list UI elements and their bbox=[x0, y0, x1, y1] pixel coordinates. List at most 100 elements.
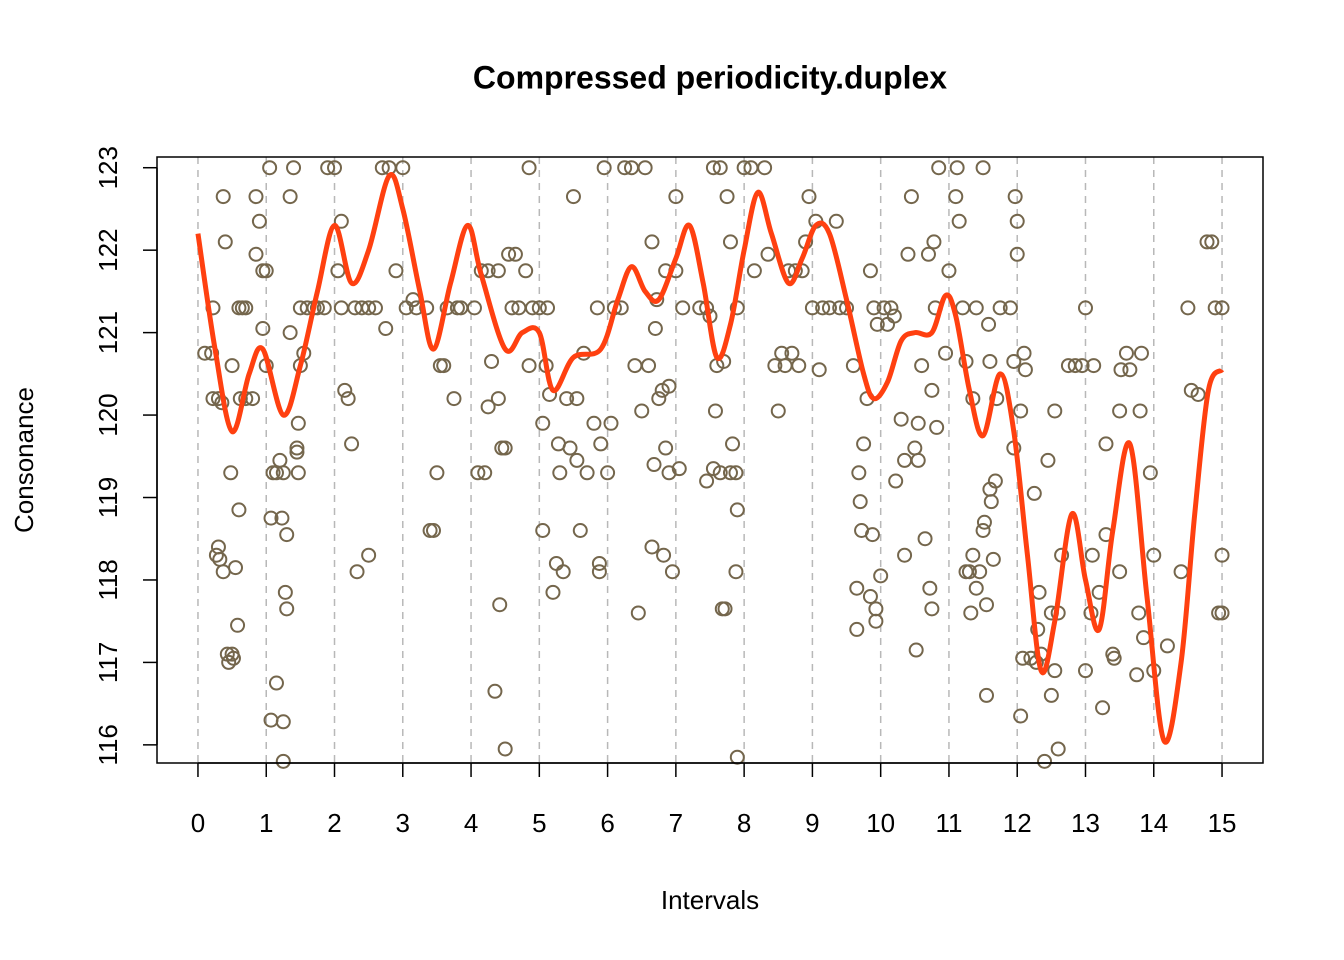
point bbox=[897, 452, 913, 468]
point bbox=[983, 494, 999, 510]
point bbox=[949, 160, 965, 176]
point bbox=[968, 580, 984, 596]
point bbox=[446, 391, 462, 407]
point bbox=[1122, 362, 1138, 378]
point bbox=[1013, 403, 1029, 419]
point bbox=[1118, 345, 1134, 361]
x-tick-label: 7 bbox=[669, 808, 683, 838]
point bbox=[719, 189, 735, 205]
point bbox=[883, 300, 899, 316]
point bbox=[926, 234, 942, 250]
plot-frame bbox=[156, 156, 1264, 764]
point bbox=[1067, 358, 1083, 374]
point bbox=[767, 358, 783, 374]
y-tick-label: 116 bbox=[93, 724, 123, 765]
point bbox=[856, 436, 872, 452]
point bbox=[641, 358, 657, 374]
point bbox=[646, 457, 662, 473]
point bbox=[1084, 547, 1100, 563]
x-tick-label: 10 bbox=[866, 808, 895, 838]
point bbox=[975, 160, 991, 176]
point bbox=[248, 189, 264, 205]
point bbox=[821, 300, 837, 316]
point bbox=[1043, 687, 1059, 703]
point bbox=[699, 473, 715, 489]
point bbox=[757, 160, 773, 176]
point bbox=[651, 391, 667, 407]
point bbox=[212, 551, 228, 567]
point bbox=[931, 160, 947, 176]
point bbox=[272, 452, 288, 468]
point bbox=[569, 452, 585, 468]
point bbox=[255, 320, 271, 336]
point bbox=[504, 300, 520, 316]
point bbox=[941, 263, 957, 279]
point bbox=[277, 584, 293, 600]
point bbox=[1204, 234, 1220, 250]
x-tick-label: 8 bbox=[737, 808, 751, 838]
point bbox=[985, 551, 1001, 567]
point bbox=[866, 300, 882, 316]
point bbox=[656, 547, 672, 563]
point bbox=[289, 444, 305, 460]
point bbox=[282, 189, 298, 205]
point bbox=[900, 246, 916, 262]
point bbox=[223, 465, 239, 481]
point bbox=[791, 358, 807, 374]
point bbox=[268, 675, 284, 691]
point bbox=[728, 465, 744, 481]
point bbox=[1199, 234, 1215, 250]
point bbox=[893, 411, 909, 427]
x-tick-label: 5 bbox=[532, 808, 546, 838]
point bbox=[275, 465, 291, 481]
point bbox=[535, 415, 551, 431]
point bbox=[637, 160, 653, 176]
point bbox=[586, 415, 602, 431]
x-tick-label: 1 bbox=[259, 808, 273, 838]
point bbox=[344, 436, 360, 452]
point bbox=[1214, 300, 1230, 316]
point bbox=[976, 514, 992, 530]
point bbox=[862, 588, 878, 604]
point bbox=[470, 465, 486, 481]
point bbox=[907, 440, 923, 456]
point bbox=[225, 650, 241, 666]
point bbox=[864, 527, 880, 543]
point bbox=[388, 263, 404, 279]
y-tick-label: 122 bbox=[93, 228, 123, 271]
point bbox=[647, 320, 663, 336]
x-tick-label: 14 bbox=[1139, 808, 1168, 838]
axes: 0 1 2 3 4 5 6 7 8 9 10 11 12 13 14 15116117118119120121… bbox=[93, 146, 1237, 838]
point bbox=[1040, 452, 1056, 468]
point bbox=[924, 601, 940, 617]
point bbox=[531, 300, 547, 316]
point bbox=[290, 465, 306, 481]
point bbox=[330, 263, 346, 279]
point bbox=[1173, 564, 1189, 580]
point bbox=[675, 300, 691, 316]
point bbox=[961, 564, 977, 580]
y-axis-label: Consonance bbox=[9, 387, 39, 533]
point bbox=[1133, 345, 1149, 361]
point bbox=[555, 564, 571, 580]
x-tick-label: 13 bbox=[1071, 808, 1100, 838]
point bbox=[972, 564, 988, 580]
point bbox=[979, 687, 994, 703]
point bbox=[1159, 638, 1175, 654]
point bbox=[1017, 362, 1033, 378]
point bbox=[286, 160, 302, 176]
point bbox=[804, 300, 820, 316]
point bbox=[1009, 213, 1025, 229]
point bbox=[707, 403, 723, 419]
point bbox=[1180, 300, 1196, 316]
point bbox=[1013, 708, 1029, 724]
point bbox=[251, 213, 267, 229]
point bbox=[1112, 403, 1128, 419]
point bbox=[263, 510, 279, 526]
point bbox=[992, 300, 1008, 316]
point bbox=[914, 358, 930, 374]
point bbox=[289, 440, 305, 456]
point bbox=[712, 160, 728, 176]
point bbox=[497, 440, 513, 456]
point bbox=[197, 345, 213, 361]
